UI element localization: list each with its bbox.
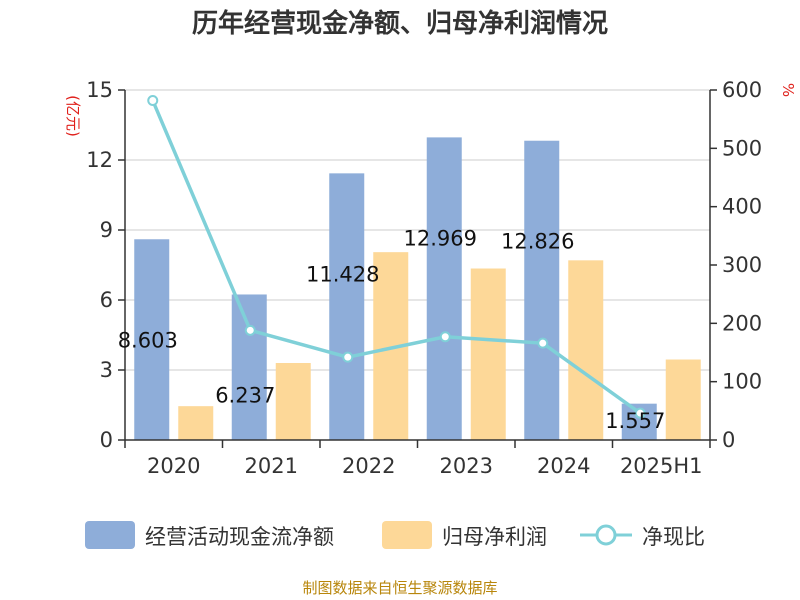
bar-cash-flow [329,173,365,440]
y-right-tick-label: 300 [722,253,762,277]
x-tick-label: 2022 [342,454,395,478]
ratio-point [147,95,159,106]
x-tick-label: 2021 [245,454,298,478]
data-labels: 8.603 6.237 11.428 12.969 12.826 1.557 [118,226,666,433]
legend-marker-ratio [595,524,617,546]
y-left-tick-label: 9 [100,218,113,242]
data-label-cash-flow: 1.557 [605,409,665,433]
x-tick-label: 2024 [537,454,590,478]
legend-swatch-net-profit [382,521,432,549]
bar-net-profit [275,363,311,440]
x-tick-label: 2025H1 [620,454,703,478]
bar-net-profit [470,268,506,440]
y-right-tick-label: 100 [722,370,762,394]
y-left-tick-label: 6 [100,288,113,312]
y-right-tick-label: 0 [722,428,735,452]
ratio-series-line [151,99,642,415]
bar-cash-flow [524,140,560,440]
bars [134,137,701,440]
ratio-point [244,324,256,336]
y-right-tick-label: 600 [722,78,762,102]
data-label-cash-flow: 8.603 [118,328,178,352]
x-tick-label: 2020 [147,454,200,478]
y-right-tick-label: 200 [722,311,762,335]
data-label-cash-flow: 6.237 [215,383,275,407]
y-left-tick-label: 12 [86,148,113,172]
y-right-tick-label: 500 [722,136,762,160]
data-label-cash-flow: 12.969 [404,226,477,250]
data-label-cash-flow: 12.826 [501,230,574,254]
y-right-tick-label: 400 [722,195,762,219]
legend-label-net-profit: 归母净利润 [442,525,547,549]
y-left-tick-label: 3 [100,358,113,382]
y-right-unit: % [779,83,797,97]
gridlines [125,89,710,371]
source-note: 制图数据来自恒生聚源数据库 [302,579,497,597]
data-label-cash-flow: 11.428 [306,262,379,286]
ratio-point [342,351,354,363]
legend: 经营活动现金流净额 归母净利润 净现比 [85,521,705,549]
legend-label-ratio: 净现比 [642,525,705,549]
ratio-point [634,407,646,419]
bar-cash-flow [134,239,170,440]
bar-net-profit [178,406,214,440]
ratio-line [147,95,646,419]
bar-cash-flow [426,137,462,440]
ratio-point [439,331,451,343]
ratio-point [537,337,549,349]
bar-net-profit [568,260,604,440]
y-left-tick-label: 15 [86,78,113,102]
axes: 0 3 6 9 12 15 0 100 200 300 400 500 600 2020 2021 2022 2… [86,78,762,478]
bar-net-profit [665,359,701,440]
chart-title: 历年经营现金净额、归母净利润情况 [192,8,608,39]
bar-cash-flow [231,294,267,440]
y-left-tick-label: 0 [100,428,113,452]
legend-swatch-cash-flow [85,521,135,549]
legend-label-cash-flow: 经营活动现金流净额 [145,525,334,549]
x-tick-label: 2023 [440,454,493,478]
y-left-unit: (亿元) [64,95,82,137]
